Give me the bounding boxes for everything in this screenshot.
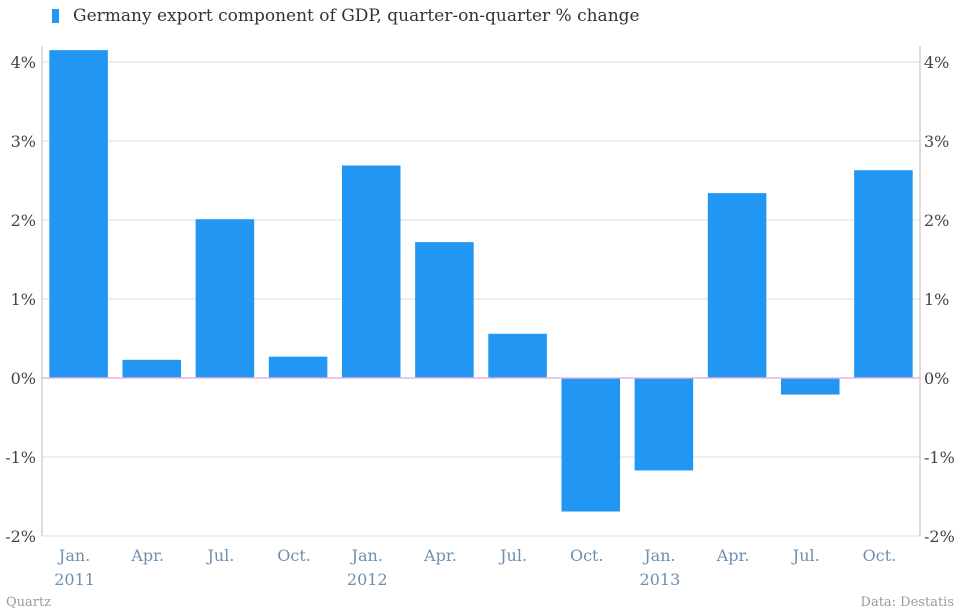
y-tick-label-left: 2% bbox=[11, 211, 36, 230]
credit-quartz: Quartz bbox=[6, 595, 52, 610]
x-tick-label: Jan. bbox=[642, 546, 675, 565]
bar bbox=[634, 378, 694, 471]
gridlines bbox=[41, 46, 921, 537]
y-tick-label-right: 3% bbox=[924, 132, 949, 151]
y-tick-label-left: 0% bbox=[11, 369, 36, 388]
x-tick-year-label: 2011 bbox=[54, 570, 95, 589]
y-tick-label-right: -2% bbox=[924, 527, 955, 546]
legend: Germany export component of GDP, quarter… bbox=[52, 6, 640, 26]
y-tick-label-left: -2% bbox=[5, 527, 36, 546]
y-tick-label-right: 2% bbox=[924, 211, 949, 230]
y-axis-ticks: -2% -2% -1% -1% 0% 0% 1% 1% 2% 2% 3% 3% 4% 4% bbox=[5, 53, 955, 546]
bar bbox=[341, 165, 401, 378]
y-tick-label-right: 1% bbox=[924, 290, 949, 309]
x-tick-label: Jul. bbox=[498, 546, 527, 565]
bars bbox=[49, 50, 913, 512]
y-tick-label-left: 1% bbox=[11, 290, 36, 309]
bar bbox=[488, 333, 547, 378]
x-tick-label: Oct. bbox=[570, 546, 604, 565]
bar bbox=[415, 242, 474, 378]
x-tick-label: Oct. bbox=[277, 546, 311, 565]
y-tick-label-left: -1% bbox=[5, 448, 36, 467]
y-tick-label-left: 3% bbox=[11, 132, 36, 151]
bar bbox=[122, 359, 182, 378]
legend-label: Germany export component of GDP, quarter… bbox=[73, 6, 640, 26]
x-tick-label: Apr. bbox=[716, 546, 750, 565]
x-tick-label: Oct. bbox=[863, 546, 897, 565]
y-tick-label-left: 4% bbox=[11, 53, 36, 72]
credit-source: Data: Destatis bbox=[860, 595, 954, 610]
x-tick-label: Jan. bbox=[350, 546, 383, 565]
bar bbox=[561, 378, 621, 512]
legend-swatch bbox=[52, 9, 59, 23]
x-tick-label: Jul. bbox=[791, 546, 820, 565]
x-tick-label: Apr. bbox=[423, 546, 457, 565]
x-tick-label: Apr. bbox=[130, 546, 164, 565]
bar bbox=[268, 356, 328, 378]
bar bbox=[49, 50, 108, 379]
x-tick-label: Jul. bbox=[205, 546, 234, 565]
y-tick-label-right: 0% bbox=[924, 369, 949, 388]
x-tick-year-label: 2012 bbox=[347, 570, 388, 589]
bar bbox=[780, 378, 840, 395]
x-tick-label: Jan. bbox=[57, 546, 90, 565]
x-tick-year-label: 2013 bbox=[640, 570, 681, 589]
y-tick-label-right: -1% bbox=[924, 448, 955, 467]
bar bbox=[195, 219, 255, 378]
bar bbox=[707, 193, 767, 378]
x-axis-ticks: Jan. 2011 Apr. Jul. Oct. Jan. 2012 Apr. Jul. Oct.… bbox=[54, 546, 896, 589]
bar bbox=[854, 170, 913, 378]
y-tick-label-right: 4% bbox=[924, 53, 949, 72]
